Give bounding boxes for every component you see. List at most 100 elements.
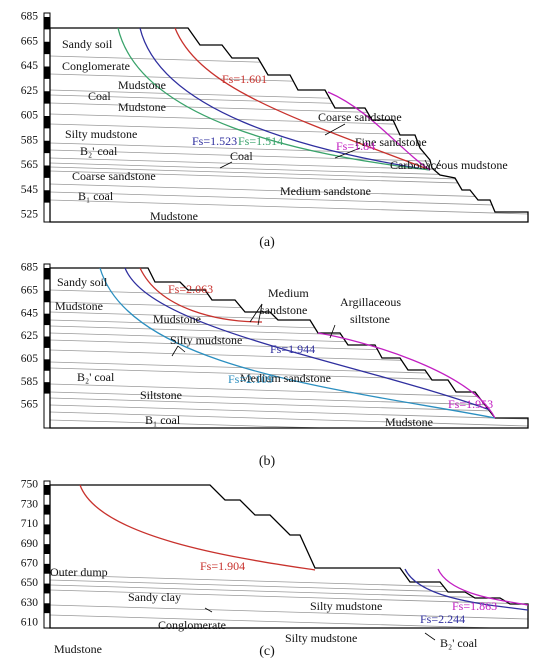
layer-label: Conglomerate: [62, 59, 130, 73]
layer-label: B₂' coal: [440, 636, 478, 650]
elevation-stripe: [44, 504, 50, 515]
leader-line: [329, 324, 336, 339]
layer-label: sandstone: [260, 303, 307, 317]
layer-label: Conglomerate: [158, 618, 226, 632]
panel-caption: (a): [259, 235, 275, 250]
layer-label: Medium: [268, 286, 309, 300]
layer-boundary: [50, 419, 528, 428]
elevation-stripe: [44, 140, 50, 154]
layer-label: Mudstone: [55, 299, 103, 313]
elevation-label: 690: [21, 538, 39, 550]
layer-boundary: [50, 199, 528, 215]
elevation-stripe: [44, 359, 50, 371]
leader-line: [204, 607, 213, 613]
elevation-label: 665: [21, 35, 39, 47]
elevation-label: 685: [21, 262, 39, 274]
layer-boundary: [50, 411, 528, 427]
leader-line: [424, 159, 431, 171]
safety-factor-label: Fs=1.863: [452, 599, 497, 613]
leader-line: [249, 303, 263, 323]
layer-boundary: [50, 319, 528, 335]
elevation-stripe: [44, 41, 50, 55]
layer-boundary: [50, 191, 528, 207]
safety-factor-label: Fs=1.953: [448, 397, 493, 411]
panel-caption: (b): [259, 454, 276, 469]
layer-boundary: [50, 183, 528, 199]
leader-line: [424, 632, 436, 641]
slip-surface: [124, 267, 491, 411]
elevation-label: 565: [21, 159, 39, 171]
slip-surface: [79, 484, 316, 571]
elevation-label: 625: [21, 330, 39, 342]
elevation-label: 525: [21, 209, 39, 221]
slip-surface: [174, 27, 431, 171]
layer-boundary: [50, 166, 528, 182]
elevation-label: 610: [21, 617, 39, 629]
elevation-label: 565: [21, 399, 39, 411]
safety-factor-label: Fs=1.523: [192, 134, 237, 148]
panel: 750 730 710 690 670 650 630 610 Outer dump Sandy …: [21, 479, 529, 659]
layer-label: Silty mudstone: [285, 631, 357, 645]
panel: 685 665 645 625 605 585 565 Sandy soil Mudstone M…: [21, 262, 529, 469]
safety-factor-label: Fs=1.904: [200, 559, 245, 573]
safety-factor-label: Fs=2.244: [420, 612, 465, 626]
layer-label: Mudstone: [385, 415, 433, 429]
elevation-stripe: [44, 290, 50, 303]
slope-profile: [49, 27, 529, 223]
layer-label: Argillaceous: [340, 295, 401, 309]
elevation-label: 605: [21, 353, 39, 365]
safety-factor-label: Fs=1.514: [238, 134, 283, 148]
elevation-stripe: [44, 583, 50, 594]
elevation-label: 625: [21, 85, 39, 97]
safety-factor-label: Fs=1.601: [222, 72, 267, 86]
layer-label: B₂' coal: [77, 370, 115, 384]
elevation-label: 645: [21, 60, 39, 72]
layer-label: Fine sandstone: [355, 135, 427, 149]
elevation-stripe: [44, 313, 50, 326]
elevation-stripe: [44, 485, 50, 495]
layer-label: Coarse sandstone: [72, 169, 156, 183]
layer-label: B₁ coal: [78, 189, 114, 203]
elevation-label: 650: [21, 577, 39, 589]
elevation-label: 750: [21, 479, 39, 491]
slip-surface: [437, 568, 529, 606]
elevation-stripe: [44, 336, 50, 348]
elevation-label: 585: [21, 134, 39, 146]
layer-label: Sandy soil: [57, 275, 108, 289]
slip-surface: [117, 27, 431, 171]
elevation-stripe: [44, 563, 50, 574]
layer-label: Mudstone: [54, 642, 102, 656]
leader-line: [324, 123, 346, 136]
safety-factor-label: Fs=1.944: [270, 342, 315, 356]
elevation-stripe: [44, 382, 50, 394]
safety-factor-label: Fs=2.063: [168, 282, 213, 296]
slip-surface: [99, 267, 496, 419]
layer-label: Sandy soil: [62, 37, 113, 51]
layer-boundary: [50, 325, 528, 341]
layer-label: Mudstone: [118, 78, 166, 92]
layer-label: Medium sandstone: [240, 371, 331, 385]
layer-label: Sandy clay: [128, 590, 181, 604]
layer-boundary: [50, 589, 528, 605]
leader-line: [434, 159, 441, 171]
elevation-label: 545: [21, 184, 39, 196]
leader-line: [177, 345, 186, 353]
layer-label: Coal: [230, 149, 253, 163]
elevation-label: 710: [21, 518, 39, 530]
layer-label: Silty mudstone: [310, 599, 382, 613]
slip-surface: [139, 267, 263, 323]
safety-factor-label: Fs=1.84: [336, 139, 375, 153]
elevation-stripe: [44, 190, 50, 203]
layer-label: siltstone: [350, 312, 390, 326]
elevation-stripe: [44, 66, 50, 79]
layer-label: Silty mudstone: [65, 127, 137, 141]
leader-line: [219, 161, 233, 169]
leader-line: [171, 345, 179, 357]
layer-label: Silty mudstone: [170, 333, 242, 347]
elevation-label: 645: [21, 307, 39, 319]
elevation-label: 605: [21, 110, 39, 122]
elevation-stripe: [44, 544, 50, 554]
layer-label: Mudstone: [118, 100, 166, 114]
layer-label: Carbonaceous mudstone: [390, 158, 508, 172]
